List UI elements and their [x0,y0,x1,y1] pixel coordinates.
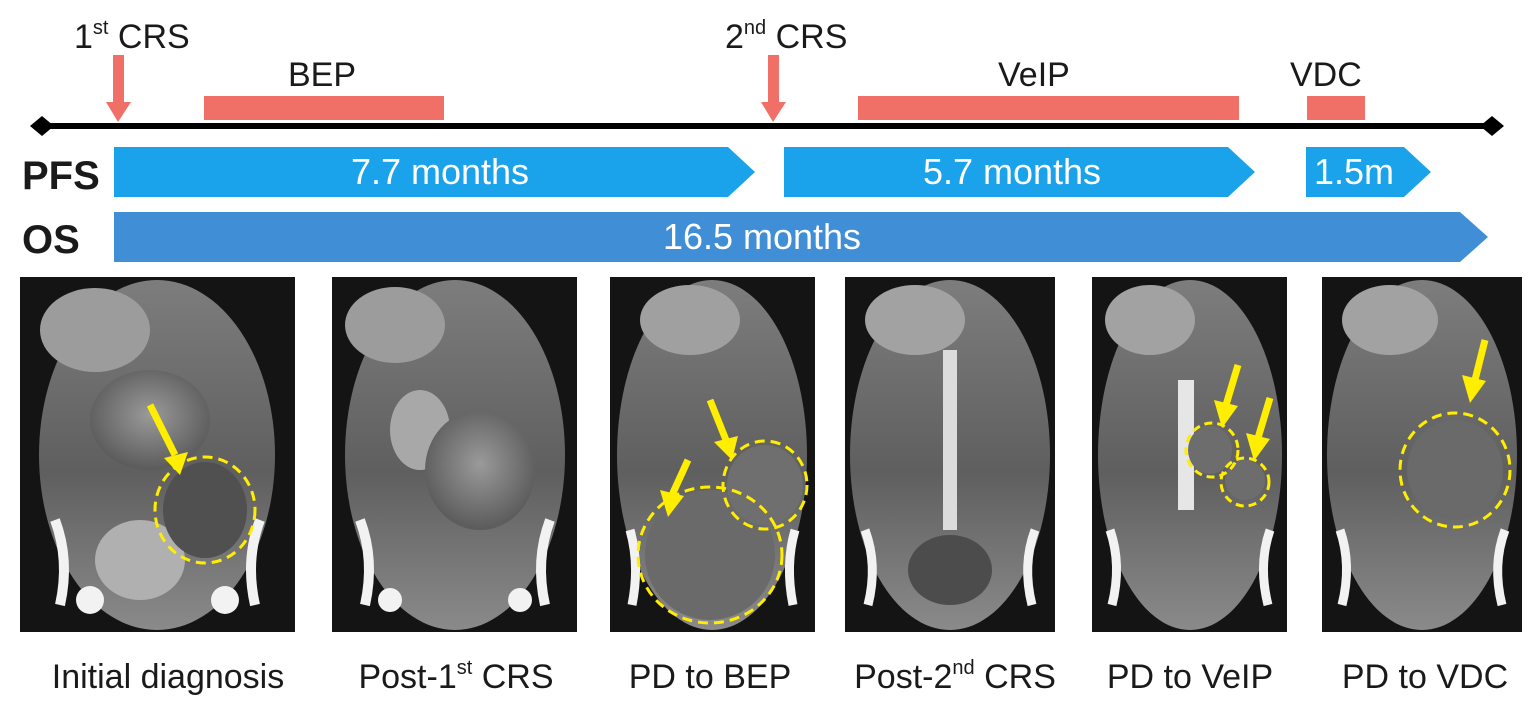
bep-bar [204,96,444,120]
first-crs-label: 1st CRS [74,17,190,56]
pfs-duration-3: 1.5m [1313,151,1395,192]
pfs-arrow-3 [1306,147,1431,197]
pfs-duration-1: 7.7 months [350,151,530,192]
lesion-circle [1219,456,1271,508]
first-crs-marker [106,55,131,122]
vdc-bar [1307,96,1365,120]
caption-post-second-crs: Post-2nd CRS [854,657,1056,696]
caption-pd-to-vdc: PD to VDC [1341,658,1509,696]
lesion-arrow [660,490,684,517]
ct-scan-initial-diagnosis [20,277,295,632]
lesion-circle [1398,411,1512,529]
veip-label: VeIP [998,56,1070,94]
lesion-circle [1184,421,1240,479]
os-arrow [114,212,1488,262]
os-row-label: OS [22,218,80,262]
lesion-arrow [1462,375,1486,403]
lesion-circle [153,455,257,565]
os-duration: 16.5 months [662,216,862,257]
bep-label: BEP [288,56,357,94]
ct-scan-pd-to-bep [610,277,815,632]
lesion-circle [721,439,809,531]
ct-scan-post-first-crs [332,277,577,632]
ct-scan-pd-to-veip [1092,277,1287,632]
caption-pd-to-veip: PD to VeIP [1106,658,1274,696]
veip-bar [858,96,1239,120]
lesion-arrow [1214,400,1238,428]
ct-scan-post-second-crs [845,277,1055,632]
caption-post-first-crs: Post-1st CRS [358,657,554,696]
timeline-left-end [30,116,54,136]
lesion-arrow [1246,433,1270,461]
lesion-arrow [164,452,188,475]
timeline-right-end [1480,116,1504,136]
lesion-circle [636,485,784,625]
caption-initial-diagnosis: Initial diagnosis [51,658,285,696]
pfs-duration-2: 5.7 months [922,151,1102,192]
pfs-arrow-1 [114,147,755,197]
lesion-arrow [714,436,738,460]
pfs-arrow-2 [784,147,1255,197]
ct-scan-pd-to-vdc [1322,277,1522,632]
second-crs-label: 2nd CRS [725,17,848,56]
pfs-row-label: PFS [22,154,100,198]
second-crs-marker [761,55,786,122]
caption-pd-to-bep: PD to BEP [628,658,792,696]
vdc-label: VDC [1290,56,1362,94]
